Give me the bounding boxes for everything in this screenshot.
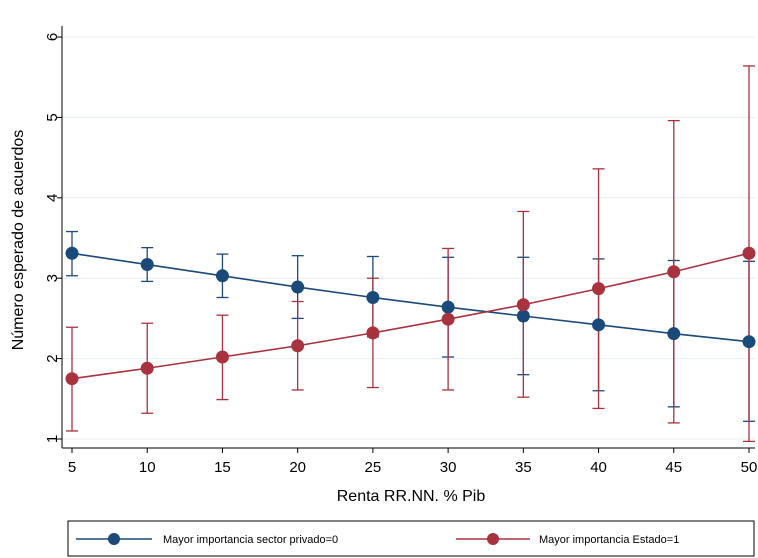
point-state-30 bbox=[441, 312, 455, 326]
y-tick-label-5: 5 bbox=[44, 113, 61, 121]
x-axis-title: Renta RR.NN. % Pib bbox=[337, 488, 486, 505]
point-private-20 bbox=[291, 280, 305, 294]
series-points bbox=[65, 246, 756, 386]
point-state-25 bbox=[366, 326, 380, 340]
y-tick-label-4: 4 bbox=[44, 194, 61, 202]
legend-label-state: Mayor importancia Estado=1 bbox=[539, 534, 679, 546]
point-private-50 bbox=[742, 335, 756, 349]
x-tick-label-6: 30 bbox=[440, 459, 457, 476]
y-tick-label-6: 6 bbox=[44, 33, 61, 41]
point-private-40 bbox=[592, 318, 606, 332]
x-tick-label-2: 10 bbox=[139, 459, 156, 476]
y-axis-title: Número esperado de acuerdos bbox=[10, 130, 27, 351]
point-state-5 bbox=[65, 372, 79, 386]
x-tick-label-10: 50 bbox=[741, 459, 758, 476]
point-state-45 bbox=[667, 265, 681, 279]
x-tick-label-4: 20 bbox=[289, 459, 306, 476]
series-lines bbox=[71, 252, 750, 380]
point-state-40 bbox=[592, 282, 606, 296]
legend: Mayor importancia sector privado=0 Mayor… bbox=[67, 520, 755, 557]
x-tick-label-5: 25 bbox=[365, 459, 382, 476]
error-bars bbox=[66, 65, 755, 443]
legend-marker-state bbox=[487, 533, 499, 545]
point-state-10 bbox=[140, 361, 154, 375]
point-state-35 bbox=[516, 298, 530, 312]
point-private-10 bbox=[140, 258, 154, 272]
legend-marker-private bbox=[108, 533, 120, 545]
legend-label-private: Mayor importancia sector privado=0 bbox=[163, 534, 338, 546]
point-private-35 bbox=[516, 309, 530, 323]
x-tick-label-7: 35 bbox=[515, 459, 532, 476]
point-state-15 bbox=[215, 350, 229, 364]
point-private-15 bbox=[215, 269, 229, 283]
series-line-state bbox=[71, 252, 750, 380]
x-axis-ticks: 5 10 15 20 25 30 35 40 45 50 bbox=[68, 448, 758, 476]
legend-box bbox=[67, 520, 755, 557]
point-private-25 bbox=[366, 290, 380, 304]
point-private-45 bbox=[667, 327, 681, 341]
x-tick-label-3: 15 bbox=[214, 459, 231, 476]
x-tick-label-1: 5 bbox=[68, 459, 76, 476]
x-tick-label-8: 40 bbox=[590, 459, 607, 476]
y-tick-label-1: 1 bbox=[44, 435, 61, 443]
x-tick-label-9: 45 bbox=[665, 459, 682, 476]
y-tick-label-3: 3 bbox=[44, 274, 61, 282]
axes bbox=[61, 26, 755, 449]
point-private-30 bbox=[441, 300, 455, 314]
point-state-50 bbox=[742, 246, 756, 260]
y-tick-label-2: 2 bbox=[44, 354, 61, 362]
gridlines bbox=[62, 36, 755, 440]
series-line-private bbox=[71, 252, 750, 343]
point-private-5 bbox=[65, 246, 79, 260]
y-axis-ticks: 1 2 3 4 5 6 bbox=[44, 33, 62, 443]
point-state-20 bbox=[291, 339, 305, 353]
